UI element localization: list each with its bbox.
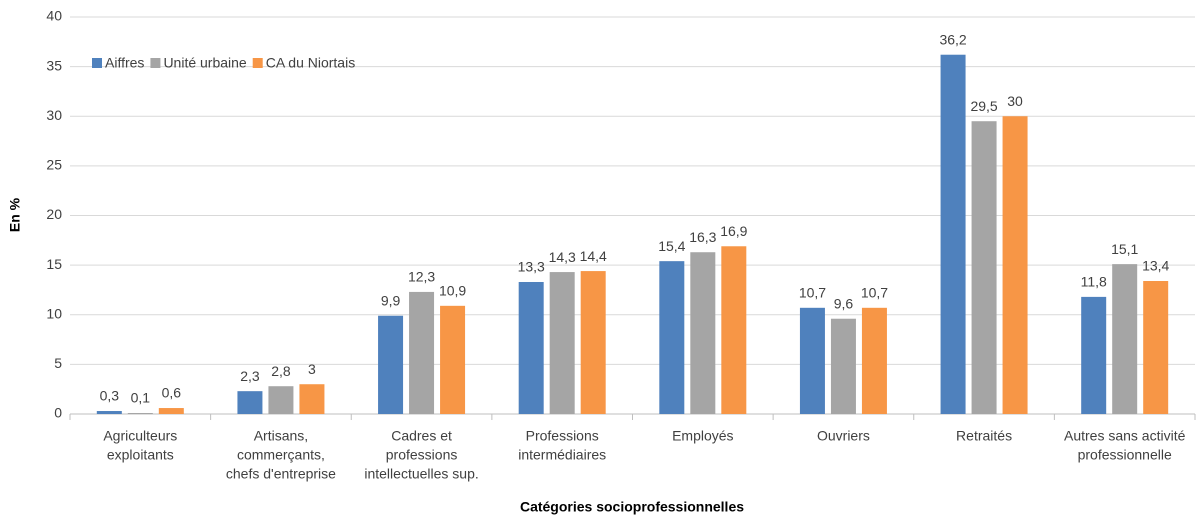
x-tick-label: intermédiaires [518,447,606,463]
value-label: 13,3 [518,259,545,275]
legend-swatch [92,58,102,68]
bar [299,384,325,414]
y-axis-title: En % [7,197,23,232]
bar [971,121,997,415]
bar [1143,281,1169,414]
value-label: 12,3 [408,269,435,285]
x-axis-title: Catégories socioprofessionnelles [520,499,744,515]
value-label: 14,3 [549,249,576,265]
value-label: 10,7 [799,285,826,301]
y-tick-label: 15 [46,256,62,272]
value-label: 0,6 [162,385,182,401]
bar [518,281,544,414]
bar [268,386,294,414]
bar [721,246,747,414]
value-label: 2,3 [240,368,260,384]
bar [861,307,887,414]
value-label: 16,9 [720,223,747,239]
y-tick-label: 5 [54,355,62,371]
x-tick-label: Professions [526,428,599,444]
value-label: 10,7 [861,285,888,301]
bar [378,315,404,414]
value-label: 15,4 [658,238,685,254]
value-label: 30 [1007,93,1023,109]
x-tick-label: chefs d'entreprise [226,466,336,482]
bar [940,54,966,415]
bar [1081,296,1107,414]
x-tick-label: Artisans, [254,428,308,444]
y-tick-label: 40 [46,8,62,24]
bar [580,271,606,414]
value-label: 3 [308,361,316,377]
legend-label: CA du Niortais [266,55,355,71]
value-label: 9,9 [381,292,401,308]
x-tick-label: Employés [672,428,733,444]
bar [549,272,575,414]
value-label: 29,5 [970,98,997,114]
value-label: 10,9 [439,283,466,299]
value-label: 16,3 [689,229,716,245]
bar [690,252,716,414]
x-tick-label: Cadres et [391,428,452,444]
value-label: 14,4 [580,248,607,264]
bar [127,413,153,414]
y-tick-label: 10 [46,305,62,321]
bar [1002,116,1028,414]
legend-swatch [252,58,263,68]
y-tick-label: 25 [46,157,62,173]
value-label: 9,6 [834,295,854,311]
y-tick-label: 30 [46,107,62,123]
bar [409,291,435,414]
legend-swatch [150,58,161,68]
bar [237,391,263,414]
value-label: 0,1 [131,390,151,406]
bar [830,318,856,414]
x-tick-label: Ouvriers [817,428,870,444]
x-tick-label: commerçants, [237,447,325,463]
legend-label: Aiffres [105,55,144,71]
value-label: 2,8 [271,363,291,379]
x-tick-label: Retraités [956,428,1012,444]
value-label: 11,8 [1081,274,1107,290]
value-label: 15,1 [1111,241,1138,257]
x-tick-label: intellectuelles sup. [364,466,478,482]
bar [96,411,122,414]
x-tick-label: professionnelle [1078,447,1172,463]
bar [440,305,466,414]
x-tick-label: exploitants [107,447,174,463]
value-label: 13,4 [1142,258,1169,274]
y-tick-label: 0 [54,405,62,421]
value-label: 36,2 [939,31,966,47]
legend-label: Unité urbaine [163,55,246,71]
bar [659,261,685,414]
bar [799,307,825,414]
y-tick-label: 35 [46,57,62,73]
x-tick-label: Autres sans activité [1064,428,1186,444]
value-label: 0,3 [100,388,120,404]
bar [158,408,184,414]
y-tick-label: 20 [46,206,62,222]
x-tick-label: professions [386,447,458,463]
x-tick-label: Agriculteurs [103,428,177,444]
bar [1112,264,1138,414]
